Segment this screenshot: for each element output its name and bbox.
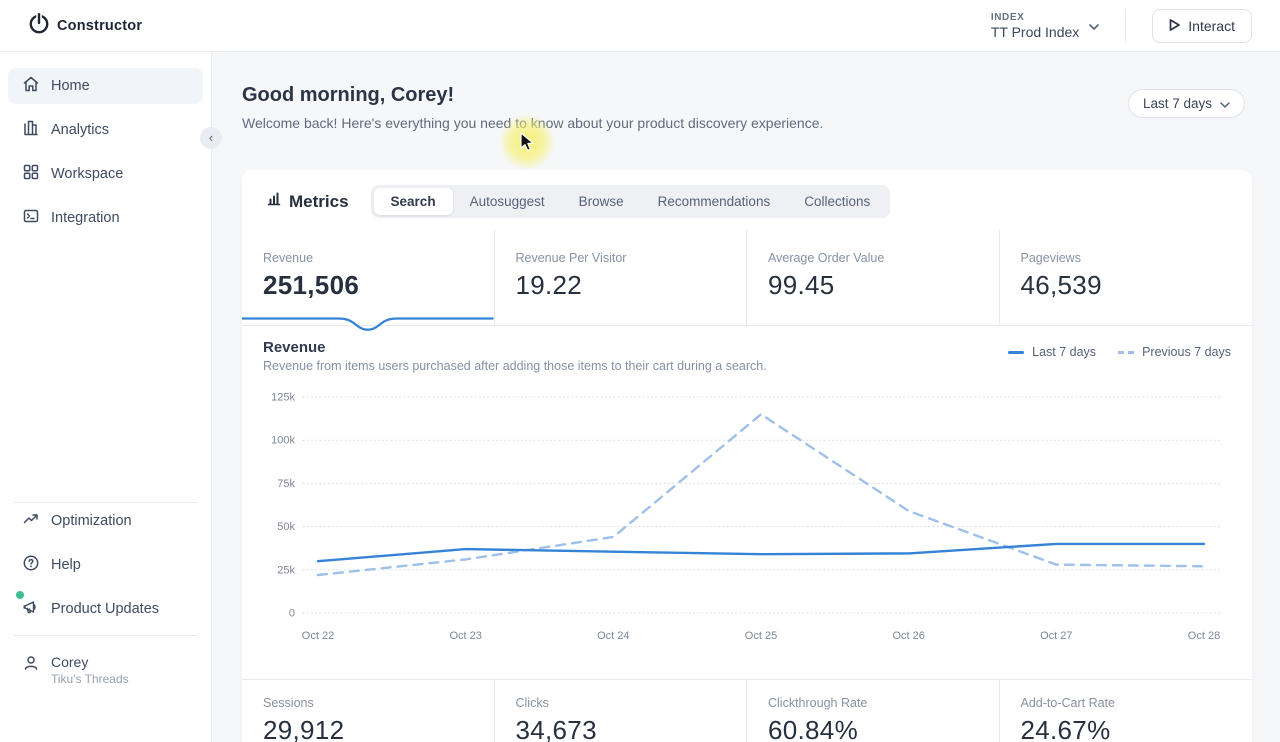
chart-title: Revenue xyxy=(263,339,326,356)
sidebar-item-label: Home xyxy=(51,78,90,94)
sidebar-item-label: Integration xyxy=(51,210,120,226)
interact-button[interactable]: Interact xyxy=(1152,8,1252,43)
help-icon xyxy=(22,554,40,576)
summary-metrics-row: Revenue 251,506 Revenue Per Visitor 19.2… xyxy=(242,230,1252,331)
svg-text:100k: 100k xyxy=(271,435,295,447)
bar-chart-icon xyxy=(22,119,40,141)
play-icon xyxy=(1169,18,1181,34)
svg-text:Oct 25: Oct 25 xyxy=(745,630,777,642)
tab-collections[interactable]: Collections xyxy=(787,188,887,215)
sidebar-item-help[interactable]: Help xyxy=(8,547,203,583)
sidebar-item-analytics[interactable]: Analytics xyxy=(8,112,203,148)
sidebar-divider xyxy=(14,635,197,636)
tab-autosuggest[interactable]: Autosuggest xyxy=(453,188,562,215)
secondary-metrics-row: Sessions 29,912 Clicks 34,673 Clickthrou… xyxy=(242,679,1252,742)
page-subtitle: Welcome back! Here's everything you need… xyxy=(242,115,824,131)
brand-logo[interactable]: Constructor xyxy=(28,11,142,40)
tab-search[interactable]: Search xyxy=(373,188,453,215)
revenue-chart-section: Revenue Revenue from items users purchas… xyxy=(242,326,1252,645)
svg-text:Oct 22: Oct 22 xyxy=(302,630,334,642)
chevron-down-icon xyxy=(1089,17,1100,35)
metrics-tab-group: Search Autosuggest Browse Recommendation… xyxy=(370,185,891,218)
sidebar-collapse-button[interactable]: ‹ xyxy=(200,127,222,149)
svg-text:Oct 27: Oct 27 xyxy=(1040,630,1072,642)
svg-text:Oct 23: Oct 23 xyxy=(449,630,481,642)
svg-text:25k: 25k xyxy=(277,564,295,576)
sidebar-item-workspace[interactable]: Workspace xyxy=(8,156,203,192)
metric-card-add-to-cart-rate[interactable]: Add-to-Cart Rate 24.67% xyxy=(1020,696,1115,742)
metrics-title: Metrics xyxy=(266,191,349,212)
page-title: Good morning, Corey! xyxy=(242,84,455,106)
sidebar-item-product-updates[interactable]: Product Updates xyxy=(8,591,203,627)
metric-card-clicks[interactable]: Clicks 34,673 xyxy=(495,680,747,742)
date-range-dropdown[interactable]: Last 7 days xyxy=(1127,89,1245,118)
sidebar-item-label: Help xyxy=(51,557,81,573)
metrics-icon xyxy=(266,191,282,212)
home-icon xyxy=(22,75,40,97)
user-menu[interactable]: Corey Tiku's Threads xyxy=(0,636,211,686)
sidebar-item-optimization[interactable]: Optimization xyxy=(8,503,203,539)
brand-name: Constructor xyxy=(57,17,143,34)
solid-line-swatch xyxy=(1008,350,1025,354)
index-value: TT Prod Index xyxy=(990,23,1080,40)
update-badge-dot xyxy=(16,591,24,599)
svg-text:125k: 125k xyxy=(271,392,295,404)
grid-icon xyxy=(22,163,40,185)
sidebar-item-label: Optimization xyxy=(51,513,132,529)
svg-text:75k: 75k xyxy=(277,478,295,490)
svg-text:50k: 50k xyxy=(277,521,295,533)
index-selector[interactable]: INDEX TT Prod Index xyxy=(991,12,1125,40)
sidebar-divider xyxy=(14,502,197,503)
legend-previous-7-days: Previous 7 days xyxy=(1118,345,1231,359)
topbar-divider xyxy=(1125,8,1127,43)
power-logo-icon xyxy=(28,11,50,40)
sidebar-item-label: Product Updates xyxy=(51,601,160,617)
revenue-line-chart[interactable]: 0 25k 50k 75k 100k 125k Oct 22 Oct 23 Oct 24 Oct … xyxy=(263,387,1231,645)
metric-card-revenue-per-visitor[interactable]: Revenue Per Visitor 19.22 xyxy=(495,230,747,325)
trending-up-icon xyxy=(22,510,40,532)
metric-card-revenue[interactable]: Revenue 251,506 xyxy=(242,230,495,331)
sidebar-item-home[interactable]: Home xyxy=(8,68,203,104)
svg-text:Oct 26: Oct 26 xyxy=(892,630,924,642)
user-icon xyxy=(22,654,40,677)
metrics-panel: Metrics Search Autosuggest Browse Recomm… xyxy=(242,170,1252,742)
terminal-icon xyxy=(22,207,40,229)
date-range-label: Last 7 days xyxy=(1142,96,1212,111)
main-content: Good morning, Corey! Welcome back! Here'… xyxy=(212,52,1280,742)
chart-legend: Last 7 days Previous 7 days xyxy=(1008,345,1231,359)
metric-card-average-order-value[interactable]: Average Order Value 99.45 xyxy=(747,230,1000,325)
svg-text:0: 0 xyxy=(289,608,295,620)
legend-last-7-days: Last 7 days xyxy=(1008,345,1096,359)
svg-text:Oct 24: Oct 24 xyxy=(597,630,629,642)
dashed-line-swatch xyxy=(1118,350,1135,354)
sidebar-item-label: Workspace xyxy=(51,166,124,182)
tab-recommendations[interactable]: Recommendations xyxy=(641,188,788,215)
sidebar-item-label: Analytics xyxy=(51,122,110,138)
sidebar: ‹ Home Analytics Workspace Integration xyxy=(0,52,222,742)
chevron-down-icon xyxy=(1220,96,1230,111)
chart-subtitle: Revenue from items users purchased after… xyxy=(263,359,767,373)
user-org: Tiku's Threads xyxy=(51,672,129,686)
tab-browse[interactable]: Browse xyxy=(562,188,641,215)
sidebar-item-integration[interactable]: Integration xyxy=(8,200,203,236)
interact-label: Interact xyxy=(1188,17,1235,34)
topbar: Constructor INDEX TT Prod Index Interact xyxy=(0,0,1280,52)
metric-card-clickthrough-rate[interactable]: Clickthrough Rate 60.84% xyxy=(747,680,1000,742)
svg-text:Oct 28: Oct 28 xyxy=(1188,630,1220,642)
user-name: Corey xyxy=(51,654,89,670)
index-label: INDEX xyxy=(990,11,1025,23)
metric-card-pageviews[interactable]: Pageviews 46,539 xyxy=(1020,251,1102,300)
megaphone-icon xyxy=(22,598,40,620)
metric-card-sessions[interactable]: Sessions 29,912 xyxy=(242,680,495,742)
